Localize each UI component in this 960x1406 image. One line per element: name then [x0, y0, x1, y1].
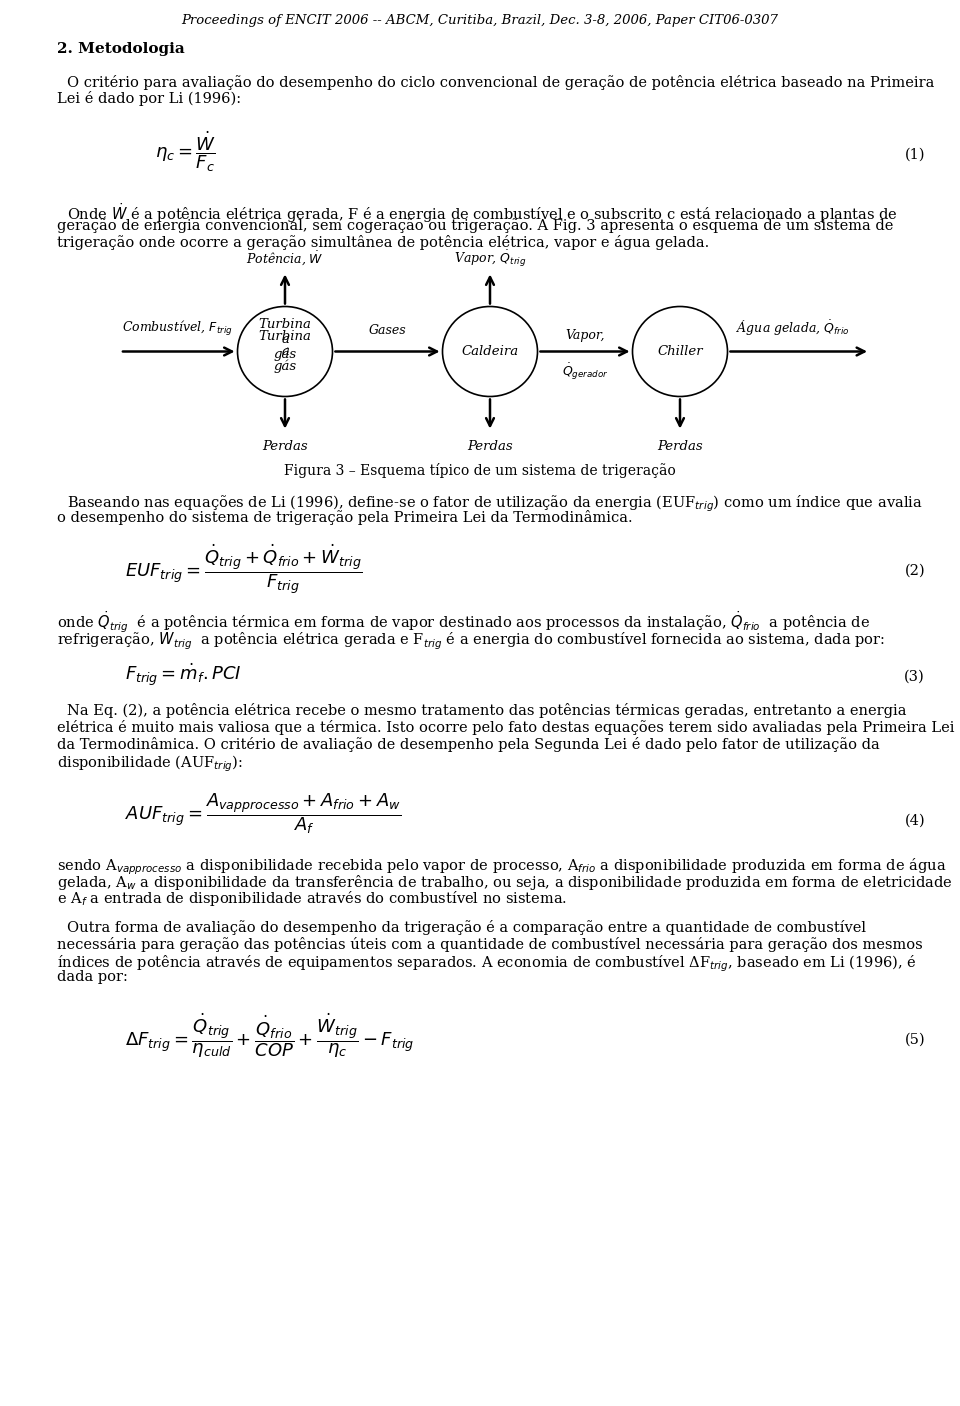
Text: (4): (4) [904, 814, 925, 828]
Text: gelada, A$_w$ a disponibilidade da transferência de trabalho, ou seja, a disponi: gelada, A$_w$ a disponibilidade da trans… [57, 873, 952, 891]
Text: (5): (5) [904, 1033, 925, 1047]
Text: Perdas: Perdas [468, 440, 513, 453]
Text: $AUF_{trig} = \dfrac{A_{vapprocesso}+A_{frio}+A_w}{A_f}$: $AUF_{trig} = \dfrac{A_{vapprocesso}+A_{… [125, 792, 401, 837]
Text: Proceedings of ENCIT 2006 -- ABCM, Curitiba, Brazil, Dec. 3-8, 2006, Paper CIT06: Proceedings of ENCIT 2006 -- ABCM, Curit… [181, 14, 779, 27]
Text: Chiller: Chiller [658, 344, 703, 359]
Text: da Termodinâmica. O critério de avaliação de desempenho pela Segunda Lei é dado : da Termodinâmica. O critério de avaliaçã… [57, 737, 879, 751]
Text: Gases: Gases [369, 325, 406, 337]
Text: Vapor, $\dot{Q}_{trig}$: Vapor, $\dot{Q}_{trig}$ [454, 247, 526, 269]
Text: necessária para geração das potências úteis com a quantidade de combustível nece: necessária para geração das potências út… [57, 936, 923, 952]
Text: Lei é dado por Li (1996):: Lei é dado por Li (1996): [57, 91, 241, 107]
Text: trigeração onde ocorre a geração simultânea de potência elétrica, vapor e água g: trigeração onde ocorre a geração simultâ… [57, 235, 709, 249]
Text: Baseando nas equações de Li (1996), define-se o fator de utilização da energia (: Baseando nas equações de Li (1996), defi… [67, 494, 923, 515]
Text: $EUF_{trig} = \dfrac{\dot{Q}_{trig}+\dot{Q}_{frio}+\dot{W}_{trig}}{F_{trig}}$: $EUF_{trig} = \dfrac{\dot{Q}_{trig}+\dot… [125, 541, 363, 596]
Text: (2): (2) [904, 564, 925, 578]
Text: geração de energia convencional, sem cogeração ou trigeração. A Fig. 3 apresenta: geração de energia convencional, sem cog… [57, 218, 894, 233]
Text: (3): (3) [904, 669, 925, 683]
Text: Turbina
a
gás: Turbina a gás [258, 318, 311, 361]
Text: Turbina
a
gás: Turbina a gás [258, 329, 311, 374]
Text: elétrica é muito mais valiosa que a térmica. Isto ocorre pelo fato destas equaçõ: elétrica é muito mais valiosa que a térm… [57, 720, 954, 735]
Text: Na Eq. (2), a potência elétrica recebe o mesmo tratamento das potências térmicas: Na Eq. (2), a potência elétrica recebe o… [67, 703, 906, 718]
Text: Outra forma de avaliação do desempenho da trigeração é a comparação entre a quan: Outra forma de avaliação do desempenho d… [67, 920, 866, 935]
Text: Caldeira: Caldeira [462, 344, 518, 359]
Text: (1): (1) [904, 148, 925, 162]
Text: disponibilidade (AUF$_{trig}$):: disponibilidade (AUF$_{trig}$): [57, 754, 243, 773]
Text: o desempenho do sistema de trigeração pela Primeira Lei da Termodinâmica.: o desempenho do sistema de trigeração pe… [57, 510, 633, 524]
Text: índices de potência através de equipamentos separados. A economia de combustível: índices de potência através de equipamen… [57, 953, 917, 973]
Text: dada por:: dada por: [57, 970, 128, 984]
Text: $\Delta F_{trig} = \dfrac{\dot{Q}_{trig}}{\eta_{culd}} + \dfrac{\dot{Q}_{frio}}{: $\Delta F_{trig} = \dfrac{\dot{Q}_{trig}… [125, 1011, 415, 1060]
Text: 2. Metodologia: 2. Metodologia [57, 42, 184, 56]
Text: Vapor,: Vapor, [565, 329, 605, 342]
Text: O critério para avaliação do desempenho do ciclo convencional de geração de potê: O critério para avaliação do desempenho … [67, 75, 934, 90]
Text: Onde $\dot{W}$ é a potência elétrica gerada, F é a energia de combustível e o su: Onde $\dot{W}$ é a potência elétrica ger… [67, 201, 898, 225]
Text: Perdas: Perdas [658, 440, 703, 453]
Text: onde $\dot{Q}_{trig}$  é a potência térmica em forma de vapor destinado aos proc: onde $\dot{Q}_{trig}$ é a potência térmi… [57, 610, 870, 636]
Text: Potência, $\dot{W}$: Potência, $\dot{W}$ [246, 250, 324, 269]
Text: refrigeração, $\dot{W}_{trig}$  a potência elétrica gerada e F$_{trig}$ é a ener: refrigeração, $\dot{W}_{trig}$ a potênci… [57, 627, 885, 652]
Text: $F_{trig} = \dot{m}_f .PCI$: $F_{trig} = \dot{m}_f .PCI$ [125, 661, 242, 688]
Text: $\eta_c = \dfrac{\dot{W}}{F_c}$: $\eta_c = \dfrac{\dot{W}}{F_c}$ [155, 129, 216, 174]
Text: Figura 3 – Esquema típico de um sistema de trigeração: Figura 3 – Esquema típico de um sistema … [284, 464, 676, 478]
Text: sendo A$_{vapprocesso}$ a disponibilidade recebida pelo vapor de processo, A$_{f: sendo A$_{vapprocesso}$ a disponibilidad… [57, 856, 947, 877]
Text: Água gelada, $\dot{Q}_{frio}$: Água gelada, $\dot{Q}_{frio}$ [735, 318, 850, 337]
Text: $\dot{Q}_{gerador}$: $\dot{Q}_{gerador}$ [562, 361, 609, 382]
Text: Combustível, $F_{trig}$: Combustível, $F_{trig}$ [122, 319, 232, 337]
Text: e A$_f$ a entrada de disponibilidade através do combustível no sistema.: e A$_f$ a entrada de disponibilidade atr… [57, 890, 567, 908]
Text: Perdas: Perdas [262, 440, 308, 453]
